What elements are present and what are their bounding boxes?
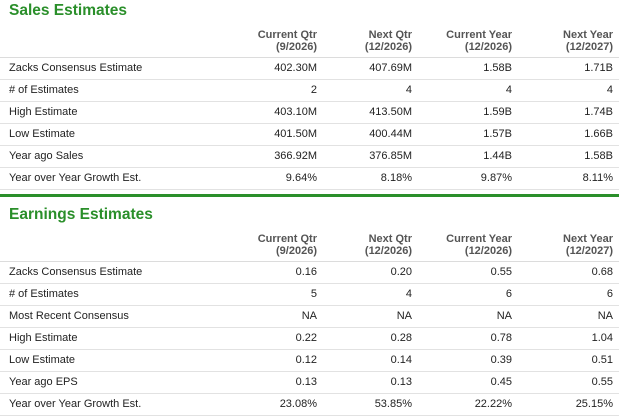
table-header-row: Current Qtr (9/2026) Next Qtr (12/2026) Cu… xyxy=(0,28,619,58)
table-cell: 25.15% xyxy=(518,393,619,416)
row-label: Year over Year Growth Est. xyxy=(0,393,210,416)
row-label: # of Estimates xyxy=(0,79,210,102)
sales-estimates-section: Sales Estimates Current Qtr (9/2026) Next… xyxy=(0,0,619,190)
row-label: # of Estimates xyxy=(0,283,210,306)
table-cell: 0.22 xyxy=(210,327,323,350)
row-label: Year ago Sales xyxy=(0,145,210,168)
table-cell: 366.92M xyxy=(210,145,323,168)
table-row: Zacks Consensus Estimate 402.30M 407.69M… xyxy=(0,57,619,80)
table-cell: 407.69M xyxy=(323,57,418,80)
table-cell: 4 xyxy=(323,79,418,102)
table-cell: 0.51 xyxy=(518,349,619,372)
earnings-estimates-table: Current Qtr (9/2026) Next Qtr (12/2026) Cu… xyxy=(0,232,619,416)
table-cell: 4 xyxy=(323,283,418,306)
table-cell: 401.50M xyxy=(210,123,323,146)
table-cell: 5 xyxy=(210,283,323,306)
header-next-year: Next Year (12/2027) xyxy=(518,232,619,262)
header-next-qtr: Next Qtr (12/2026) xyxy=(323,232,418,262)
header-current-qtr: Current Qtr (9/2026) xyxy=(210,28,323,58)
table-cell: 22.22% xyxy=(418,393,518,416)
table-cell: 1.59B xyxy=(418,101,518,124)
table-cell: 1.04 xyxy=(518,327,619,350)
table-cell: NA xyxy=(210,305,323,328)
table-cell: 0.16 xyxy=(210,261,323,284)
table-cell: 400.44M xyxy=(323,123,418,146)
table-row: # of Estimates 5 4 6 6 xyxy=(0,283,619,306)
table-row: Zacks Consensus Estimate 0.16 0.20 0.55 … xyxy=(0,261,619,284)
table-row: Low Estimate 401.50M 400.44M 1.57B 1.66B xyxy=(0,123,619,146)
table-cell: 1.74B xyxy=(518,101,619,124)
table-cell: 1.58B xyxy=(518,145,619,168)
table-cell: 1.66B xyxy=(518,123,619,146)
table-cell: 0.12 xyxy=(210,349,323,372)
table-cell: 23.08% xyxy=(210,393,323,416)
row-label: Most Recent Consensus xyxy=(0,305,210,328)
row-label: High Estimate xyxy=(0,327,210,350)
table-cell: 0.55 xyxy=(418,261,518,284)
row-label: Zacks Consensus Estimate xyxy=(0,57,210,80)
table-cell: 8.18% xyxy=(323,167,418,190)
row-label: High Estimate xyxy=(0,101,210,124)
table-cell: 0.45 xyxy=(418,371,518,394)
table-cell: 2 xyxy=(210,79,323,102)
header-current-year: Current Year (12/2026) xyxy=(418,232,518,262)
table-cell: 0.28 xyxy=(323,327,418,350)
table-cell: 9.64% xyxy=(210,167,323,190)
table-header-row: Current Qtr (9/2026) Next Qtr (12/2026) Cu… xyxy=(0,232,619,262)
table-cell: NA xyxy=(323,305,418,328)
table-cell: 0.20 xyxy=(323,261,418,284)
sales-estimates-table: Current Qtr (9/2026) Next Qtr (12/2026) Cu… xyxy=(0,28,619,190)
table-cell: 0.13 xyxy=(323,371,418,394)
header-current-year: Current Year (12/2026) xyxy=(418,28,518,58)
section-divider xyxy=(0,193,619,197)
row-label: Year over Year Growth Est. xyxy=(0,167,210,190)
table-cell: 0.14 xyxy=(323,349,418,372)
table-cell: 0.68 xyxy=(518,261,619,284)
table-cell: 0.78 xyxy=(418,327,518,350)
table-row: Most Recent Consensus NA NA NA NA xyxy=(0,305,619,328)
header-blank xyxy=(0,232,210,262)
table-cell: 376.85M xyxy=(323,145,418,168)
table-row: Low Estimate 0.12 0.14 0.39 0.51 xyxy=(0,349,619,372)
row-label: Zacks Consensus Estimate xyxy=(0,261,210,284)
table-row: High Estimate 0.22 0.28 0.78 1.04 xyxy=(0,327,619,350)
table-row: # of Estimates 2 4 4 4 xyxy=(0,79,619,102)
table-cell: 1.57B xyxy=(418,123,518,146)
table-cell: 53.85% xyxy=(323,393,418,416)
table-cell: 413.50M xyxy=(323,101,418,124)
header-next-year: Next Year (12/2027) xyxy=(518,28,619,58)
table-cell: 6 xyxy=(518,283,619,306)
row-label: Low Estimate xyxy=(0,349,210,372)
table-cell: 1.44B xyxy=(418,145,518,168)
table-row: High Estimate 403.10M 413.50M 1.59B 1.74… xyxy=(0,101,619,124)
table-cell: NA xyxy=(418,305,518,328)
table-cell: 1.58B xyxy=(418,57,518,80)
table-cell: 0.13 xyxy=(210,371,323,394)
table-cell: 403.10M xyxy=(210,101,323,124)
header-blank xyxy=(0,28,210,58)
table-cell: 0.39 xyxy=(418,349,518,372)
table-row: Year over Year Growth Est. 9.64% 8.18% 9… xyxy=(0,167,619,190)
table-cell: NA xyxy=(518,305,619,328)
row-label: Year ago EPS xyxy=(0,371,210,394)
table-row: Year ago EPS 0.13 0.13 0.45 0.55 xyxy=(0,371,619,394)
table-cell: 4 xyxy=(418,79,518,102)
row-label: Low Estimate xyxy=(0,123,210,146)
sales-estimates-title: Sales Estimates xyxy=(9,2,128,19)
table-cell: 8.11% xyxy=(518,167,619,190)
table-cell: 6 xyxy=(418,283,518,306)
table-cell: 9.87% xyxy=(418,167,518,190)
header-current-qtr: Current Qtr (9/2026) xyxy=(210,232,323,262)
table-cell: 4 xyxy=(518,79,619,102)
earnings-estimates-section: Earnings Estimates Current Qtr (9/2026) N… xyxy=(0,197,619,416)
table-cell: 1.71B xyxy=(518,57,619,80)
table-row: Year over Year Growth Est. 23.08% 53.85%… xyxy=(0,393,619,416)
earnings-estimates-title: Earnings Estimates xyxy=(9,205,153,223)
header-next-qtr: Next Qtr (12/2026) xyxy=(323,28,418,58)
table-row: Year ago Sales 366.92M 376.85M 1.44B 1.5… xyxy=(0,145,619,168)
table-cell: 402.30M xyxy=(210,57,323,80)
table-cell: 0.55 xyxy=(518,371,619,394)
